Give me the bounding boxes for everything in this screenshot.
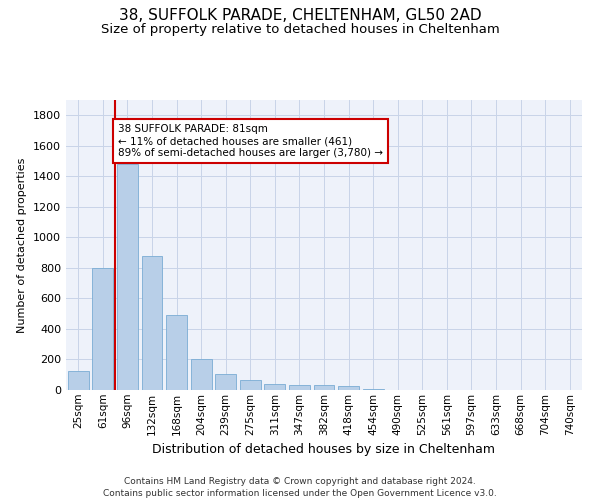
Bar [314, 386, 334, 390]
Bar [166, 315, 187, 390]
Bar [265, 384, 286, 390]
Bar [362, 389, 383, 390]
Text: Contains HM Land Registry data © Crown copyright and database right 2024.: Contains HM Land Registry data © Crown c… [124, 478, 476, 486]
Bar [142, 256, 163, 390]
Bar [92, 268, 113, 390]
Bar [68, 371, 89, 390]
Text: Size of property relative to detached houses in Cheltenham: Size of property relative to detached ho… [101, 22, 499, 36]
Bar [289, 384, 310, 390]
Text: Contains public sector information licensed under the Open Government Licence v3: Contains public sector information licen… [103, 489, 497, 498]
Y-axis label: Number of detached properties: Number of detached properties [17, 158, 28, 332]
Text: Distribution of detached houses by size in Cheltenham: Distribution of detached houses by size … [152, 442, 496, 456]
Text: 38, SUFFOLK PARADE, CHELTENHAM, GL50 2AD: 38, SUFFOLK PARADE, CHELTENHAM, GL50 2AD [119, 8, 481, 22]
Bar [240, 380, 261, 390]
Bar [191, 358, 212, 390]
Bar [117, 164, 138, 390]
Bar [338, 386, 359, 390]
Text: 38 SUFFOLK PARADE: 81sqm
← 11% of detached houses are smaller (461)
89% of semi-: 38 SUFFOLK PARADE: 81sqm ← 11% of detach… [118, 124, 383, 158]
Bar [215, 374, 236, 390]
